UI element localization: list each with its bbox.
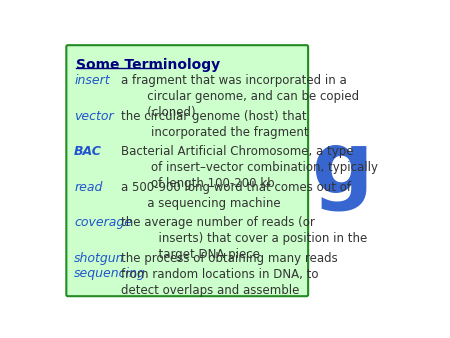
Text: shotgun
sequencing: shotgun sequencing <box>74 251 146 280</box>
Text: insert: insert <box>74 74 110 88</box>
Text: the average number of reads (or
          inserts) that cover a position in the
: the average number of reads (or inserts)… <box>121 216 367 261</box>
Text: BAC: BAC <box>74 145 102 158</box>
Text: coverage: coverage <box>74 216 132 229</box>
Text: vector: vector <box>74 110 114 123</box>
Text: the circular genome (host) that
        incorporated the fragment: the circular genome (host) that incorpor… <box>121 110 308 139</box>
Text: a 500-900 long word that comes out of
       a sequencing machine: a 500-900 long word that comes out of a … <box>121 181 351 210</box>
Text: g: g <box>310 128 372 212</box>
Text: Some Terminology: Some Terminology <box>76 57 220 72</box>
Text: a fragment that was incorporated in a
       circular genome, and can be copied
: a fragment that was incorporated in a ci… <box>121 74 359 119</box>
FancyBboxPatch shape <box>66 45 308 296</box>
Text: the process of obtaining many reads
from random locations in DNA, to
detect over: the process of obtaining many reads from… <box>121 251 338 296</box>
Text: read: read <box>74 181 103 194</box>
Text: Bacterial Artificial Chromosome, a type
        of insert–vector combination, ty: Bacterial Artificial Chromosome, a type … <box>121 145 378 190</box>
